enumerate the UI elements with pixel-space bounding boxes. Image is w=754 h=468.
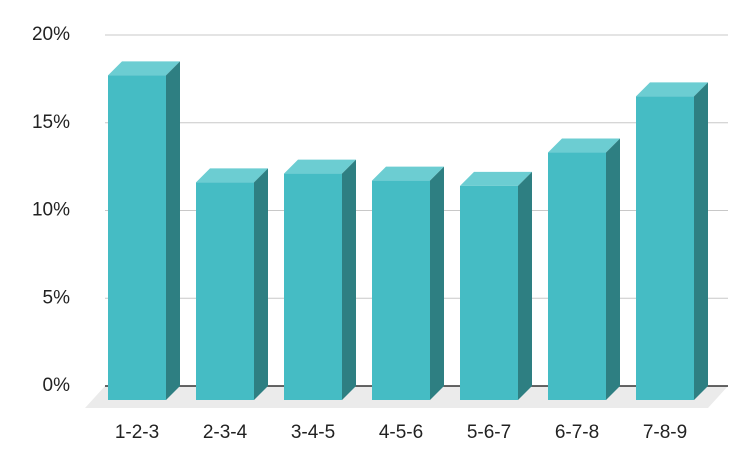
x-tick-label: 5-6-7 bbox=[467, 422, 511, 443]
bar bbox=[636, 96, 694, 400]
y-tick-label: 20% bbox=[32, 24, 70, 45]
y-tick-label: 5% bbox=[43, 287, 71, 308]
bar-top bbox=[284, 159, 356, 174]
bar-side bbox=[606, 138, 620, 401]
bar-side bbox=[166, 61, 180, 400]
bar bbox=[108, 75, 166, 400]
x-tick-label: 1-2-3 bbox=[115, 422, 159, 443]
x-tick-label: 4-5-6 bbox=[379, 422, 423, 443]
x-tick-label: 3-4-5 bbox=[291, 422, 335, 443]
bar bbox=[460, 185, 518, 400]
bar-top bbox=[108, 61, 180, 76]
y-tick-label: 10% bbox=[32, 200, 70, 221]
bar-side bbox=[254, 168, 268, 400]
bar-top bbox=[372, 166, 444, 181]
bar-top bbox=[548, 138, 620, 153]
bar-top bbox=[460, 171, 532, 186]
bar bbox=[196, 182, 254, 400]
bar-side bbox=[694, 82, 708, 400]
y-tick-label: 0% bbox=[43, 375, 71, 396]
x-tick-label: 6-7-8 bbox=[555, 422, 599, 443]
bar-top bbox=[636, 82, 708, 97]
bar bbox=[284, 173, 342, 400]
y-tick-label: 15% bbox=[32, 112, 70, 133]
bar bbox=[548, 152, 606, 400]
bar bbox=[372, 180, 430, 400]
x-tick-label: 2-3-4 bbox=[203, 422, 248, 443]
bar-side bbox=[518, 171, 532, 400]
bar-top bbox=[196, 168, 268, 183]
bar-side bbox=[342, 159, 356, 400]
x-tick-label: 7-8-9 bbox=[643, 422, 687, 443]
bar-side bbox=[430, 166, 444, 400]
